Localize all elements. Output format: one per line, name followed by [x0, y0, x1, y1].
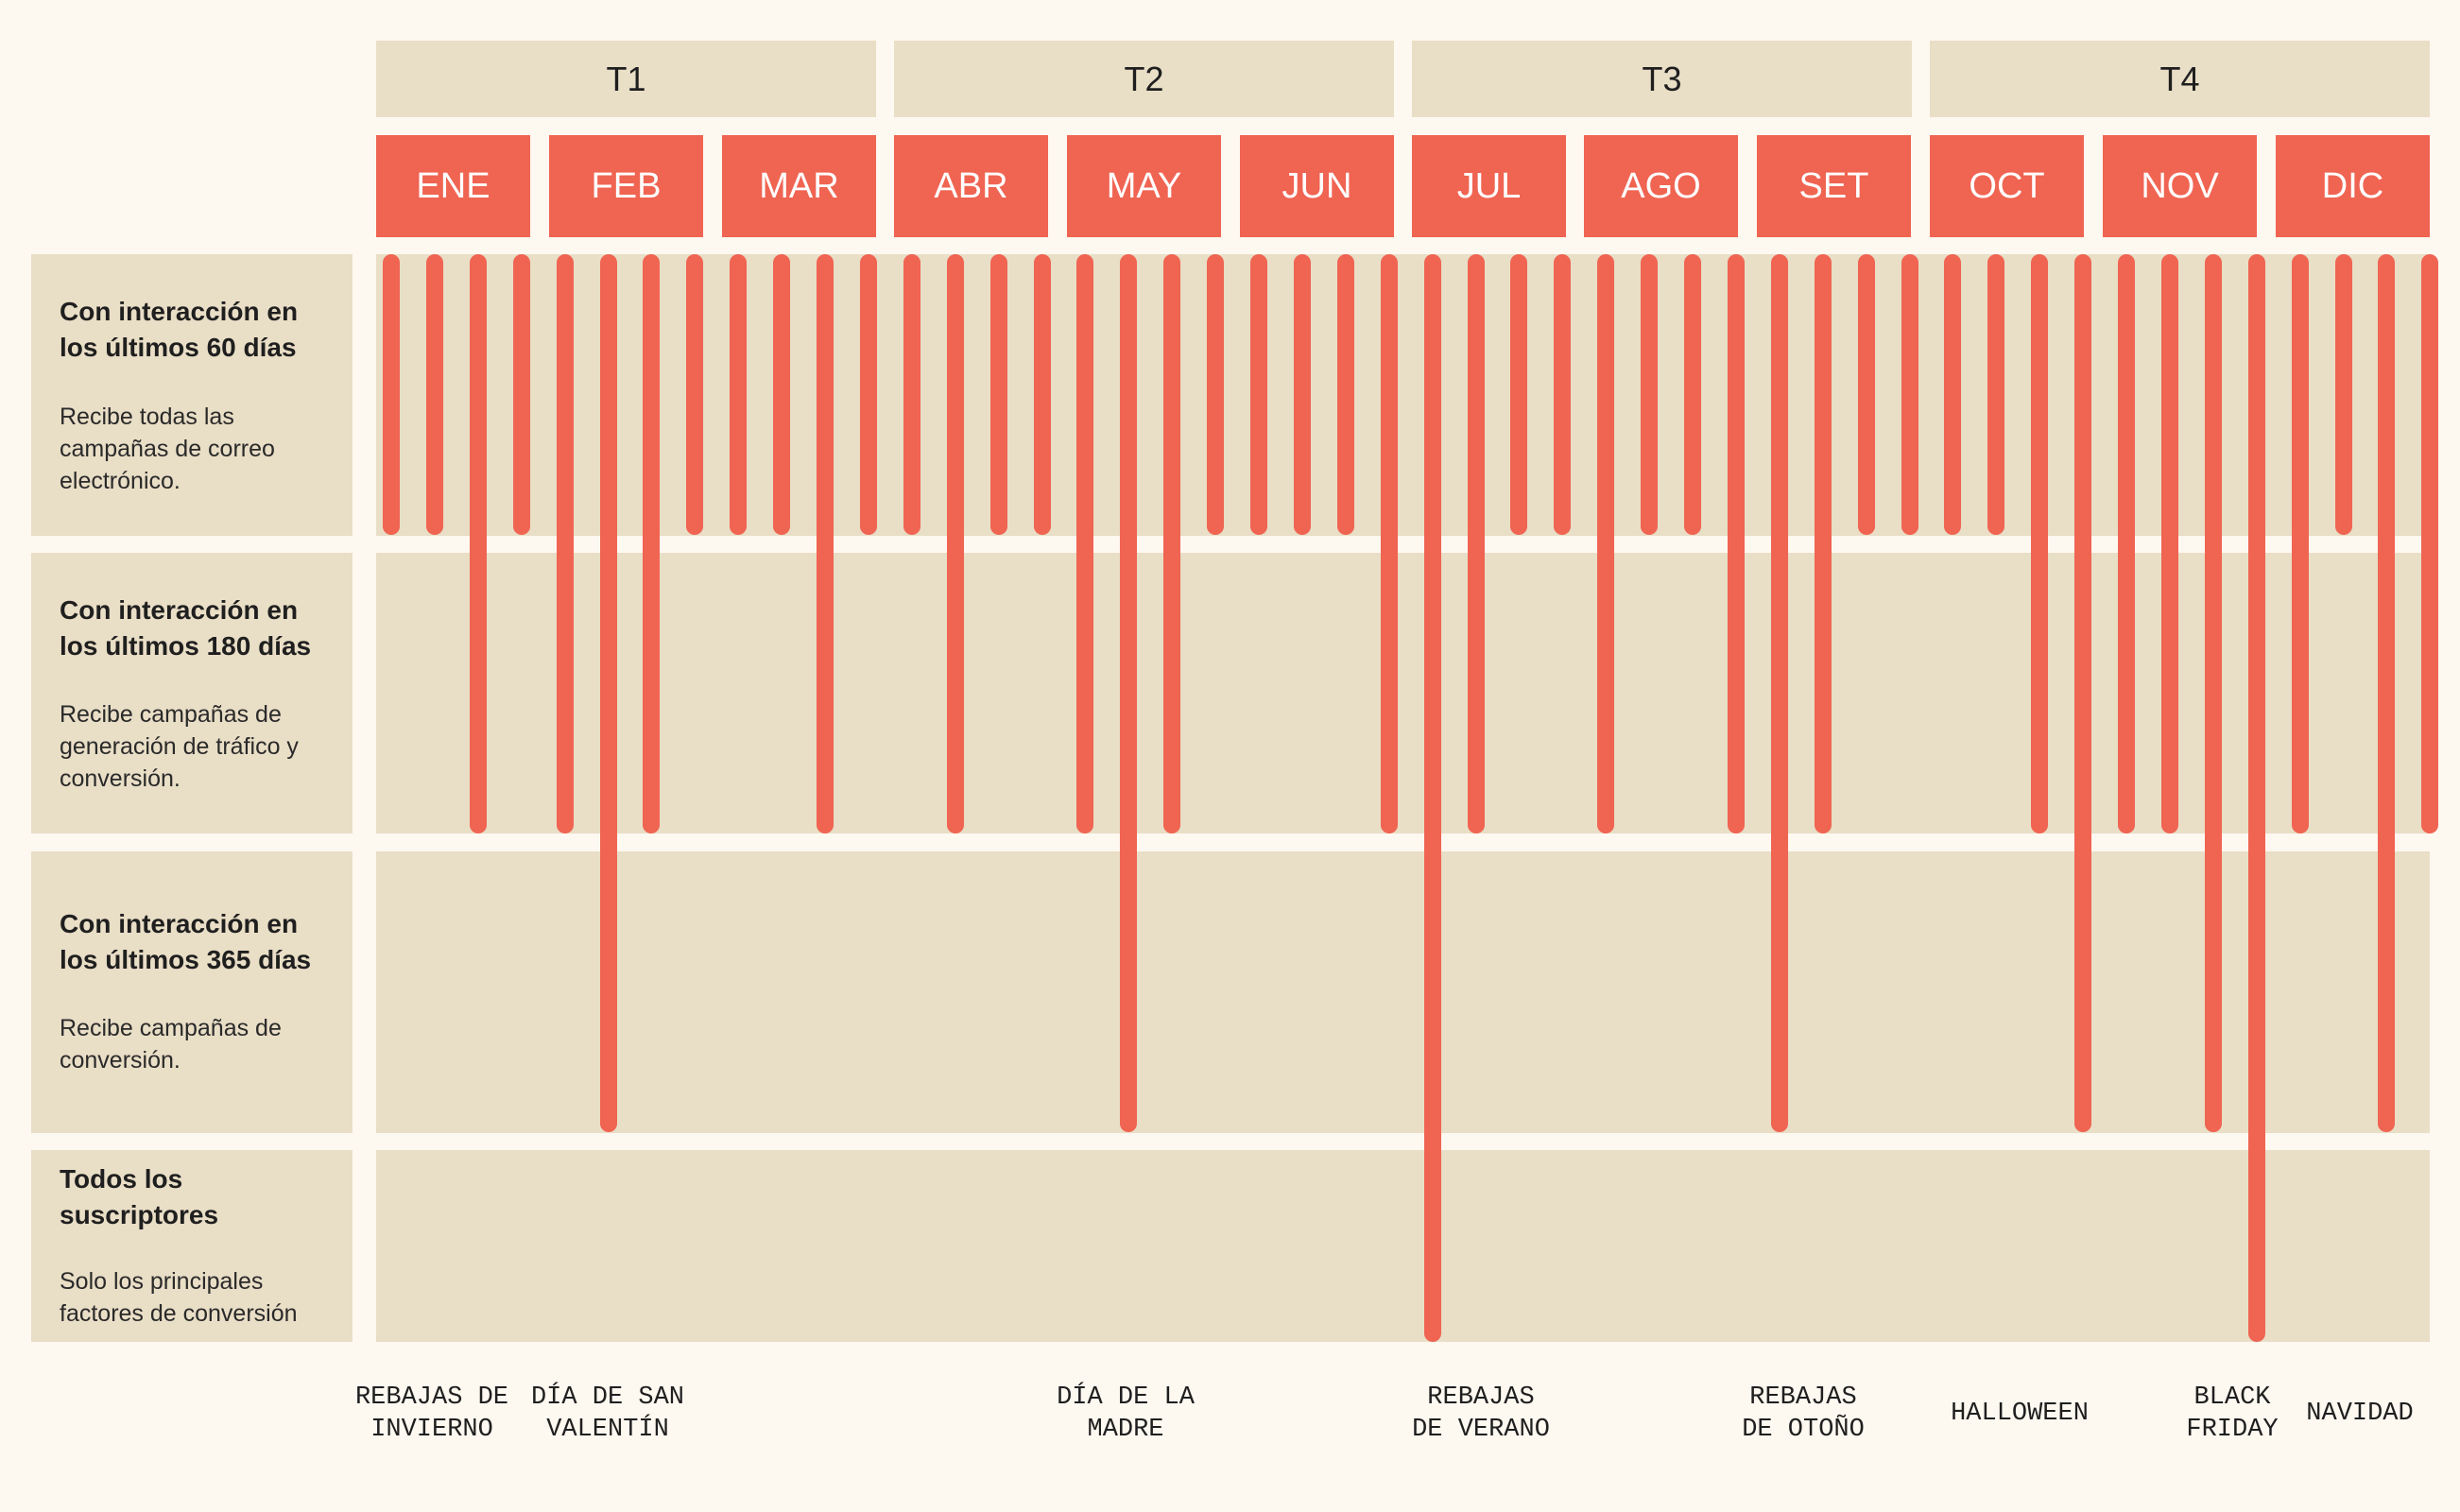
- event-label-halloween: HALLOWEEN: [1951, 1400, 2089, 1428]
- campaign-bar: [1380, 254, 1398, 833]
- campaign-bar: [946, 254, 964, 833]
- campaign-bar: [383, 254, 400, 535]
- segment-label-60-days: Con interacción en los últimos 60 días R…: [31, 254, 353, 536]
- segment-title: Con interacción en los últimos 60 días: [60, 297, 299, 362]
- campaign-bar: [1597, 254, 1615, 833]
- event-label-rebajas-otono: REBAJAS DE OTOÑO: [1742, 1383, 1865, 1444]
- campaign-bar: [1814, 254, 1832, 833]
- month-feb: FEB: [549, 135, 703, 237]
- segment-label-180-days: Con interacción en los últimos 180 días …: [31, 553, 353, 833]
- segment-title: Con interacción en los últimos 365 días: [60, 909, 312, 974]
- segment-label-all-subscribers: Todos los suscriptores Solo los principa…: [31, 1150, 353, 1342]
- month-mar: MAR: [722, 135, 876, 237]
- campaign-bar: [2378, 254, 2396, 1132]
- campaign-bar: [1987, 254, 2005, 535]
- campaign-bar: [2118, 254, 2135, 833]
- segment-description: Recibe todas las campañas de correo elec…: [60, 404, 275, 494]
- event-label-navidad: NAVIDAD: [2306, 1400, 2414, 1428]
- campaign-bar: [773, 254, 791, 535]
- campaign-bar: [1901, 254, 1918, 535]
- event-label-san-valentin: DÍA DE SAN VALENTÍN: [530, 1383, 685, 1444]
- segment-title: Con interacción en los últimos 180 días: [60, 595, 312, 661]
- segment-title: Todos los suscriptores: [60, 1164, 219, 1229]
- campaign-bar: [599, 254, 617, 1132]
- campaign-bar: [2247, 254, 2265, 1342]
- campaign-bar: [1033, 254, 1051, 535]
- campaign-bar: [989, 254, 1007, 535]
- campaign-bar: [1554, 254, 1572, 535]
- campaign-bar: [1770, 254, 1788, 1132]
- month-ago: AGO: [1584, 135, 1738, 237]
- campaign-bar: [1510, 254, 1528, 535]
- event-label-rebajas-verano: REBAJAS DE VERANO: [1412, 1383, 1550, 1444]
- campaign-bar: [425, 254, 443, 535]
- campaign-bar: [2160, 254, 2178, 833]
- campaign-bar: [1250, 254, 1267, 535]
- campaign-bar: [1293, 254, 1311, 535]
- segment-label-365-days: Con interacción en los últimos 365 días …: [31, 851, 353, 1133]
- month-jul: JUL: [1412, 135, 1566, 237]
- month-jun: JUN: [1240, 135, 1394, 237]
- quarter-header-t1: T1: [376, 41, 876, 117]
- campaign-bar: [2031, 254, 2049, 833]
- campaign-bar: [643, 254, 661, 833]
- campaign-bar: [1076, 254, 1094, 833]
- campaign-bar: [1336, 254, 1354, 535]
- campaign-bar: [1120, 254, 1138, 1132]
- band-365-days: [376, 851, 2430, 1133]
- event-label-rebajas-invierno: REBAJAS DE INVIERNO: [354, 1383, 509, 1444]
- campaign-bar: [1727, 254, 1745, 833]
- segment-description: Recibe campañas de conversión.: [60, 1015, 282, 1074]
- campaign-bar: [1467, 254, 1485, 833]
- campaign-bar: [1207, 254, 1225, 535]
- quarter-header-t3: T3: [1412, 41, 1912, 117]
- band-all-subscribers: [376, 1150, 2430, 1342]
- campaign-bar: [469, 254, 487, 833]
- campaign-bar: [2204, 254, 2222, 1132]
- campaign-bar: [1857, 254, 1875, 535]
- campaign-bar: [556, 254, 574, 833]
- segment-description: Solo los principales factores de convers…: [60, 1268, 298, 1327]
- event-label-dia-madre: DÍA DE LA MADRE: [1057, 1383, 1195, 1444]
- campaign-bar: [1641, 254, 1659, 535]
- campaign-bar: [1684, 254, 1701, 535]
- campaign-bar: [903, 254, 920, 535]
- campaign-bar: [1423, 254, 1441, 1342]
- month-oct: OCT: [1930, 135, 2084, 237]
- month-ene: ENE: [376, 135, 530, 237]
- campaign-bar: [730, 254, 748, 535]
- month-nov: NOV: [2103, 135, 2257, 237]
- month-set: SET: [1757, 135, 1911, 237]
- segment-description: Recibe campañas de generación de tráfico…: [60, 701, 299, 792]
- campaign-bar: [686, 254, 704, 535]
- month-abr: ABR: [894, 135, 1048, 237]
- campaign-bar: [2334, 254, 2352, 535]
- quarter-header-t2: T2: [894, 41, 1394, 117]
- event-label-black-friday: BLACK FRIDAY: [2186, 1383, 2279, 1444]
- campaign-bar: [859, 254, 877, 535]
- campaign-bar: [512, 254, 530, 535]
- month-dic: DIC: [2276, 135, 2430, 237]
- campaign-bar: [1163, 254, 1181, 833]
- campaign-bar: [2074, 254, 2092, 1132]
- campaign-bar: [2421, 254, 2439, 833]
- month-may: MAY: [1067, 135, 1221, 237]
- quarter-header-t4: T4: [1930, 41, 2430, 117]
- campaign-bar: [1944, 254, 1962, 535]
- campaign-bar: [2291, 254, 2309, 833]
- campaign-bar: [817, 254, 834, 833]
